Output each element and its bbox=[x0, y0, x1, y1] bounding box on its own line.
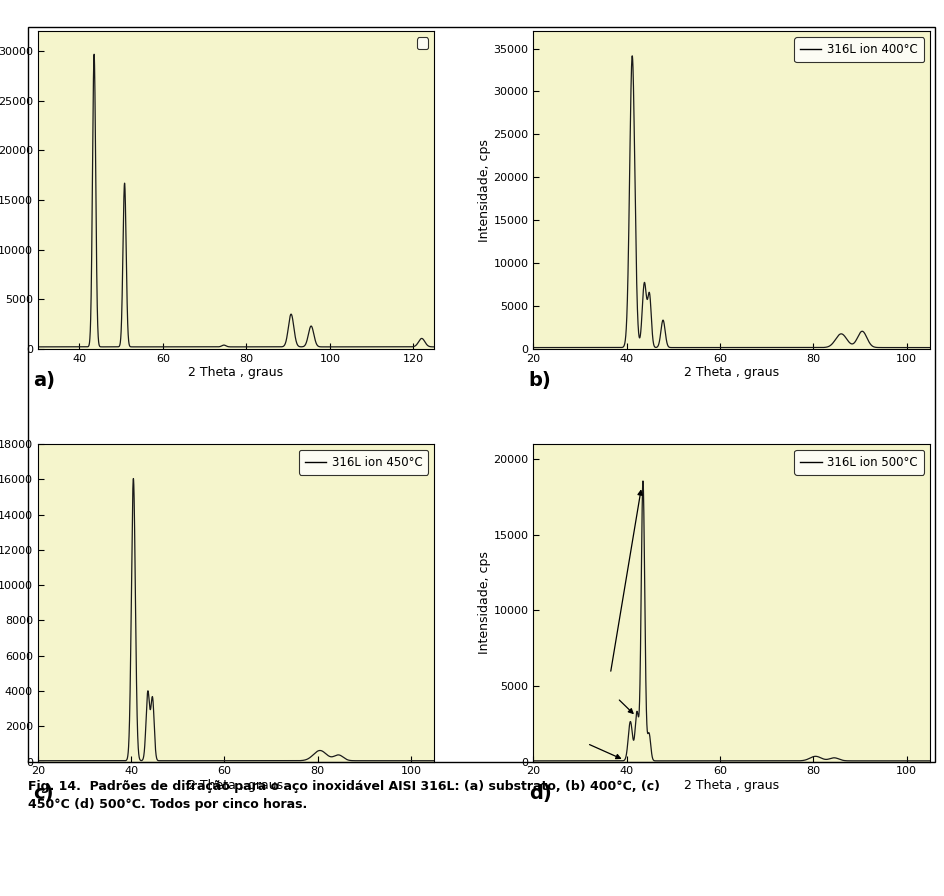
Text: b): b) bbox=[529, 371, 551, 391]
Text: 450°C (d) 500°C. Todos por cinco horas.: 450°C (d) 500°C. Todos por cinco horas. bbox=[28, 797, 308, 811]
Legend: 316L ion 400°C: 316L ion 400°C bbox=[794, 38, 924, 62]
Text: a): a) bbox=[33, 371, 55, 391]
Legend: 316L ion 450°C: 316L ion 450°C bbox=[298, 450, 429, 475]
Y-axis label: Intensidade, cps: Intensidade, cps bbox=[478, 139, 491, 242]
Y-axis label: Intensidade, cps: Intensidade, cps bbox=[478, 551, 491, 654]
Legend:  bbox=[416, 38, 429, 49]
Text: c): c) bbox=[33, 784, 54, 803]
X-axis label: 2 Theta , graus: 2 Theta , graus bbox=[189, 366, 283, 380]
X-axis label: 2 Theta , graus: 2 Theta , graus bbox=[189, 780, 283, 792]
X-axis label: 2 Theta , graus: 2 Theta , graus bbox=[684, 366, 779, 380]
Legend: 316L ion 500°C: 316L ion 500°C bbox=[794, 450, 924, 475]
Text: d): d) bbox=[529, 784, 551, 803]
Text: Fig. 14.  Padrões de difração para o aço inoxidável AISI 316L: (a) substrato, (b: Fig. 14. Padrões de difração para o aço … bbox=[28, 780, 660, 793]
X-axis label: 2 Theta , graus: 2 Theta , graus bbox=[684, 780, 779, 792]
